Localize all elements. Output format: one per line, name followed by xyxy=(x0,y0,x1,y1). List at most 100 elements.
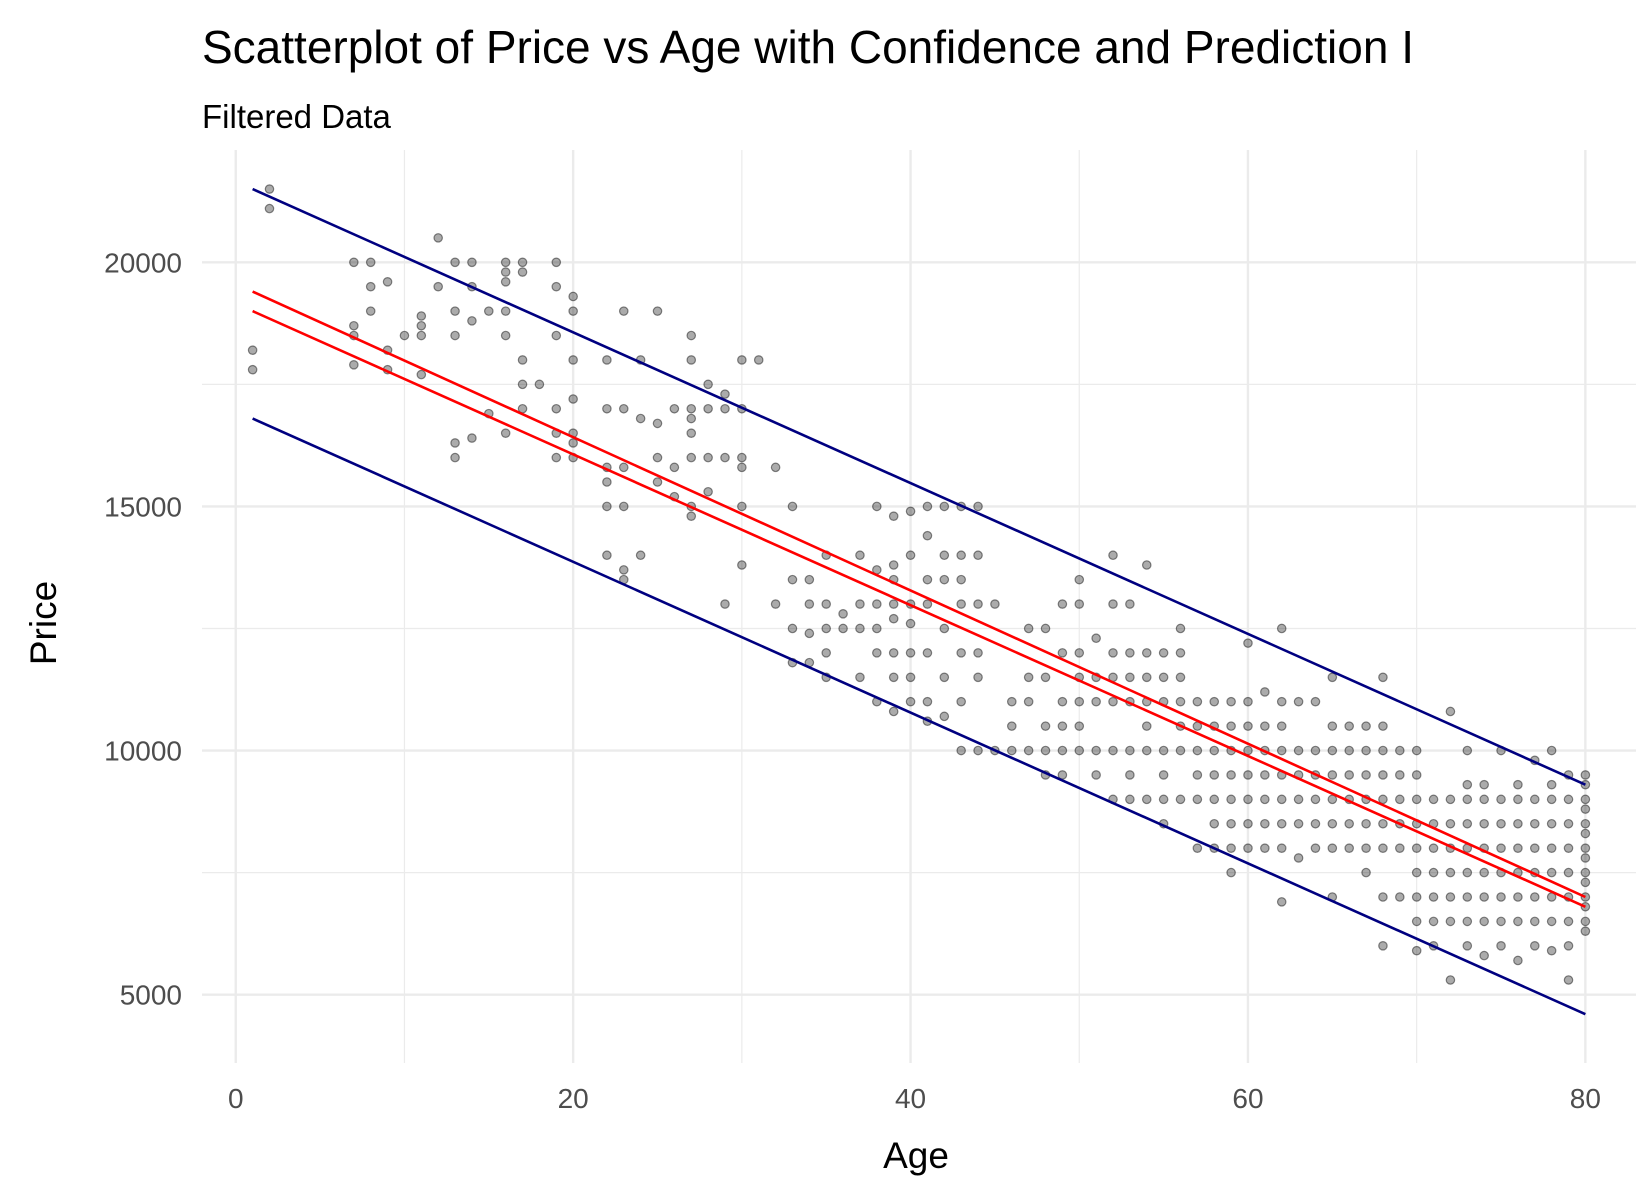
data-point xyxy=(1479,779,1489,790)
data-point xyxy=(264,184,275,194)
data-point xyxy=(1344,770,1354,780)
data-point xyxy=(1479,794,1489,805)
data-point xyxy=(1479,916,1489,927)
data-point xyxy=(1141,721,1152,731)
data-point xyxy=(500,257,511,268)
data-point xyxy=(1445,818,1456,829)
data-point xyxy=(1243,770,1253,780)
data-point xyxy=(686,330,697,341)
data-point xyxy=(1395,843,1405,853)
data-point xyxy=(602,477,612,487)
data-point xyxy=(1310,745,1321,756)
data-point xyxy=(618,306,629,316)
data-point xyxy=(1209,794,1220,805)
data-point xyxy=(922,501,933,512)
data-point xyxy=(804,628,815,639)
data-point xyxy=(416,311,427,321)
data-point xyxy=(1513,916,1523,927)
data-point xyxy=(1310,843,1321,853)
data-point xyxy=(703,403,713,414)
data-point xyxy=(686,413,697,424)
data-point xyxy=(1260,843,1270,853)
data-point xyxy=(1327,721,1338,731)
data-point xyxy=(1563,916,1574,927)
data-point xyxy=(669,462,680,473)
data-point xyxy=(433,233,443,243)
data-point xyxy=(1327,818,1338,829)
data-point xyxy=(1496,843,1506,853)
data-point xyxy=(1243,696,1253,707)
data-point xyxy=(1006,696,1017,707)
data-point xyxy=(517,257,528,268)
data-point xyxy=(1260,794,1270,805)
data-point xyxy=(1445,916,1456,927)
data-point xyxy=(1411,916,1422,927)
data-point xyxy=(1428,843,1439,853)
data-point xyxy=(1158,745,1169,756)
data-point xyxy=(686,452,697,463)
data-point xyxy=(872,599,882,609)
x-axis-title: Age xyxy=(883,1135,949,1176)
data-point xyxy=(1411,770,1422,780)
data-point xyxy=(1529,916,1540,927)
data-point xyxy=(1226,794,1236,805)
data-point xyxy=(1310,696,1321,707)
data-point xyxy=(922,530,933,541)
data-point xyxy=(1327,843,1338,853)
data-point xyxy=(1462,892,1473,902)
data-point xyxy=(1141,560,1152,570)
data-point xyxy=(939,672,950,683)
data-point xyxy=(1040,721,1051,731)
data-point xyxy=(1411,794,1422,805)
data-point xyxy=(1513,892,1523,902)
data-point xyxy=(1546,745,1557,756)
data-point xyxy=(1310,818,1321,829)
data-point xyxy=(821,599,832,609)
data-point xyxy=(433,281,443,292)
data-point xyxy=(365,257,376,268)
data-point xyxy=(804,599,815,609)
data-point xyxy=(1361,818,1371,829)
data-point xyxy=(838,623,848,634)
data-point xyxy=(1580,867,1591,878)
data-point xyxy=(551,281,562,292)
data-point xyxy=(1378,941,1388,951)
data-point xyxy=(804,574,815,585)
x-tick-label: 40 xyxy=(895,1083,926,1114)
data-point xyxy=(720,452,730,463)
data-point xyxy=(1040,623,1051,634)
data-point xyxy=(1580,853,1591,863)
data-point xyxy=(1378,892,1388,902)
data-point xyxy=(1327,672,1338,683)
data-point xyxy=(905,550,916,561)
data-point xyxy=(1260,770,1270,780)
data-point xyxy=(956,648,966,658)
data-point xyxy=(602,355,612,365)
x-tick-label: 20 xyxy=(558,1083,589,1114)
data-point xyxy=(1529,818,1540,829)
data-point xyxy=(1580,804,1591,814)
data-point xyxy=(551,257,562,268)
data-point xyxy=(872,623,882,634)
data-point xyxy=(1057,599,1068,609)
data-point xyxy=(1344,818,1354,829)
data-point xyxy=(888,672,899,683)
data-point xyxy=(888,648,899,658)
data-point xyxy=(1445,706,1456,717)
data-point xyxy=(1529,794,1540,805)
data-point xyxy=(247,345,258,355)
data-point xyxy=(888,599,899,609)
data-point xyxy=(905,506,916,517)
data-point xyxy=(1276,843,1287,853)
data-point xyxy=(939,623,950,634)
data-point xyxy=(1276,897,1287,907)
data-point xyxy=(1580,843,1591,853)
data-point xyxy=(1074,574,1085,585)
data-point xyxy=(450,452,460,463)
data-point xyxy=(939,501,950,512)
data-point xyxy=(551,330,562,341)
data-point xyxy=(1546,867,1557,878)
data-point xyxy=(1411,843,1422,853)
y-tick-label: 5000 xyxy=(120,980,182,1011)
data-point xyxy=(1192,745,1203,756)
